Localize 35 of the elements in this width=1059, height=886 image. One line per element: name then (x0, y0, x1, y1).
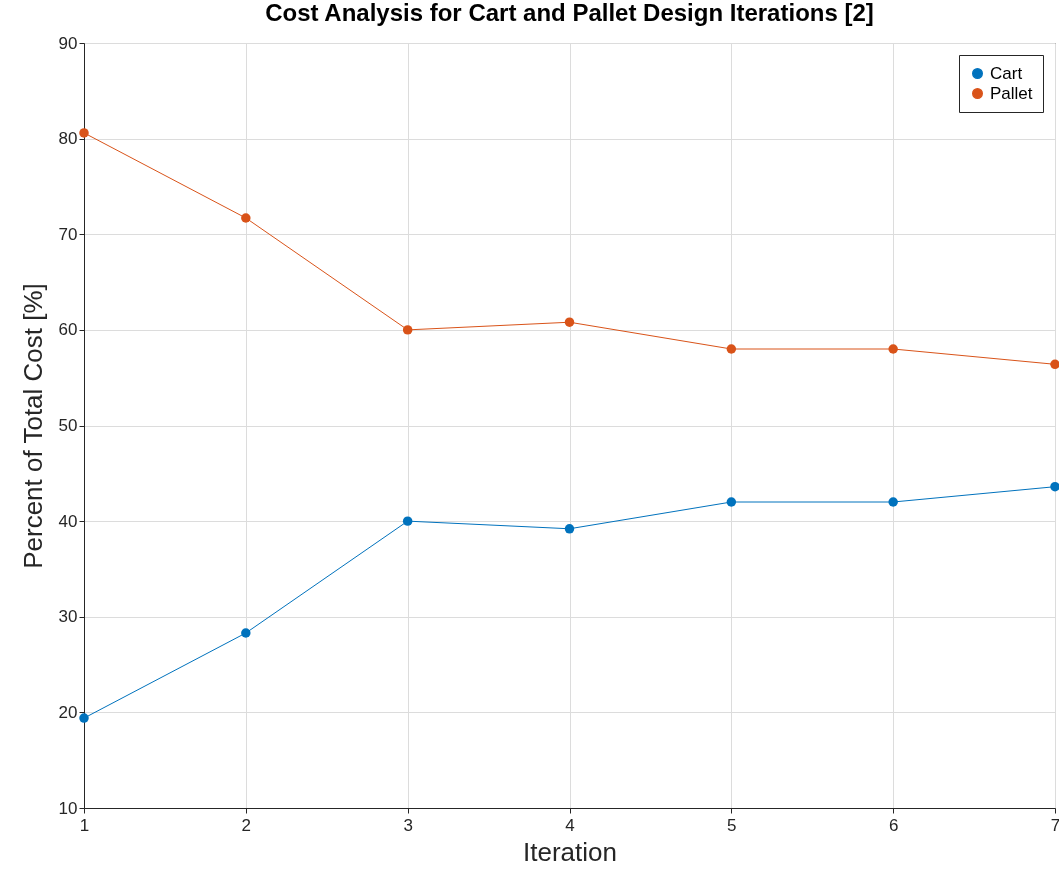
x-tick-label: 4 (565, 815, 575, 835)
legend-label: Cart (990, 63, 1023, 83)
y-tick-label: 80 (58, 129, 78, 149)
point (726, 497, 737, 507)
point (564, 524, 575, 534)
y-tick-label: 30 (58, 607, 78, 627)
point (241, 213, 251, 223)
x-tick-label: 3 (403, 815, 413, 835)
y-tick-label: 90 (58, 33, 78, 53)
point (79, 128, 89, 138)
x-tick-label: 7 (1050, 815, 1059, 835)
point (402, 325, 413, 335)
y-tick-label: 10 (58, 798, 78, 818)
x-tick-label: 2 (241, 815, 252, 835)
y-tick-label: 70 (58, 224, 78, 244)
point (241, 628, 251, 638)
point (1050, 481, 1059, 492)
chart-title: Cost Analysis for Cart and Pallet Design Iterations [2] (265, 0, 874, 26)
x-axis-title: Iteration (523, 836, 617, 867)
point (1050, 359, 1059, 370)
point (726, 344, 737, 354)
x-tick-label: 5 (727, 815, 737, 835)
point (888, 497, 898, 507)
y-tick-label: 60 (58, 320, 78, 340)
y-axis-title: Percent of Total Cost [%] (17, 283, 48, 569)
y-tick-label: 50 (58, 416, 78, 435)
point (79, 713, 89, 723)
legend-label: Pallet (990, 83, 1033, 103)
x-tick-label: 6 (888, 815, 899, 835)
y-tick-label: 40 (58, 511, 78, 531)
point (402, 516, 413, 526)
point (564, 317, 575, 327)
point (888, 344, 898, 354)
x-tick-label: 1 (79, 815, 90, 835)
y-tick-label: 20 (58, 702, 78, 722)
